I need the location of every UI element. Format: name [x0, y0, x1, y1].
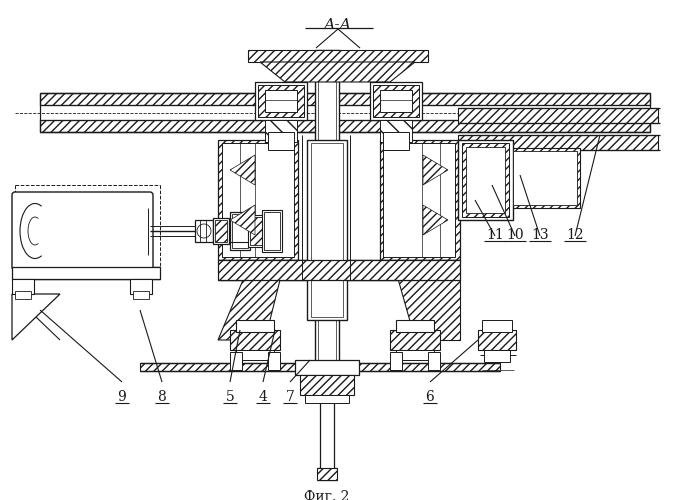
Polygon shape	[12, 294, 60, 340]
Polygon shape	[215, 220, 227, 242]
Polygon shape	[255, 82, 307, 120]
Polygon shape	[262, 210, 282, 252]
Polygon shape	[305, 395, 349, 403]
Polygon shape	[40, 93, 650, 105]
Polygon shape	[380, 90, 412, 112]
FancyBboxPatch shape	[12, 192, 153, 270]
Polygon shape	[222, 143, 294, 257]
Text: 8: 8	[157, 390, 166, 404]
Polygon shape	[268, 352, 280, 370]
Polygon shape	[390, 352, 402, 370]
Polygon shape	[484, 350, 510, 362]
Polygon shape	[383, 143, 455, 257]
Polygon shape	[236, 350, 274, 360]
Polygon shape	[218, 140, 298, 260]
Polygon shape	[268, 132, 294, 150]
Polygon shape	[264, 212, 280, 250]
Polygon shape	[307, 140, 347, 320]
Polygon shape	[398, 280, 460, 340]
Polygon shape	[230, 352, 242, 370]
Text: 10: 10	[506, 228, 524, 242]
Polygon shape	[15, 291, 31, 299]
Text: 7: 7	[285, 390, 294, 404]
Polygon shape	[250, 217, 266, 245]
Polygon shape	[396, 350, 434, 360]
Polygon shape	[300, 375, 354, 395]
Polygon shape	[423, 155, 448, 185]
Polygon shape	[510, 148, 580, 208]
Polygon shape	[12, 279, 34, 294]
Polygon shape	[317, 468, 337, 480]
Polygon shape	[380, 140, 460, 260]
Polygon shape	[130, 279, 152, 294]
Polygon shape	[230, 212, 250, 250]
Polygon shape	[248, 215, 268, 247]
Text: Фиг. 2: Фиг. 2	[304, 490, 350, 500]
Polygon shape	[311, 143, 343, 317]
Polygon shape	[213, 218, 229, 244]
Polygon shape	[380, 120, 412, 142]
Polygon shape	[230, 330, 280, 350]
Polygon shape	[258, 85, 304, 117]
Polygon shape	[458, 135, 658, 150]
Polygon shape	[265, 120, 297, 142]
Polygon shape	[478, 330, 516, 350]
Polygon shape	[195, 220, 213, 242]
Polygon shape	[458, 140, 513, 220]
Polygon shape	[260, 62, 415, 82]
Polygon shape	[248, 50, 428, 62]
Text: 9: 9	[117, 390, 126, 404]
Polygon shape	[458, 108, 658, 123]
Polygon shape	[462, 143, 509, 217]
Polygon shape	[396, 320, 434, 332]
Polygon shape	[133, 291, 149, 299]
Text: 11: 11	[486, 228, 504, 242]
Polygon shape	[373, 85, 419, 117]
Polygon shape	[218, 280, 280, 340]
Polygon shape	[466, 147, 505, 213]
Polygon shape	[423, 205, 448, 235]
Polygon shape	[318, 52, 336, 398]
Text: 6: 6	[426, 390, 435, 404]
Polygon shape	[295, 360, 359, 375]
Polygon shape	[232, 214, 248, 248]
Polygon shape	[315, 50, 339, 400]
Polygon shape	[230, 205, 255, 235]
Text: 4: 4	[258, 390, 267, 404]
Text: 12: 12	[566, 228, 584, 242]
Polygon shape	[383, 132, 409, 150]
Polygon shape	[513, 151, 577, 205]
Polygon shape	[140, 363, 500, 371]
Polygon shape	[428, 352, 440, 370]
Text: А-А: А-А	[324, 18, 352, 32]
Polygon shape	[230, 155, 255, 185]
Polygon shape	[40, 120, 650, 132]
Polygon shape	[12, 267, 160, 279]
Polygon shape	[320, 395, 334, 475]
Polygon shape	[265, 90, 297, 112]
Polygon shape	[218, 260, 460, 280]
Polygon shape	[370, 82, 422, 120]
Polygon shape	[390, 330, 440, 350]
Polygon shape	[236, 320, 274, 332]
Text: 5: 5	[226, 390, 235, 404]
Polygon shape	[482, 320, 512, 332]
Text: 13: 13	[531, 228, 549, 242]
